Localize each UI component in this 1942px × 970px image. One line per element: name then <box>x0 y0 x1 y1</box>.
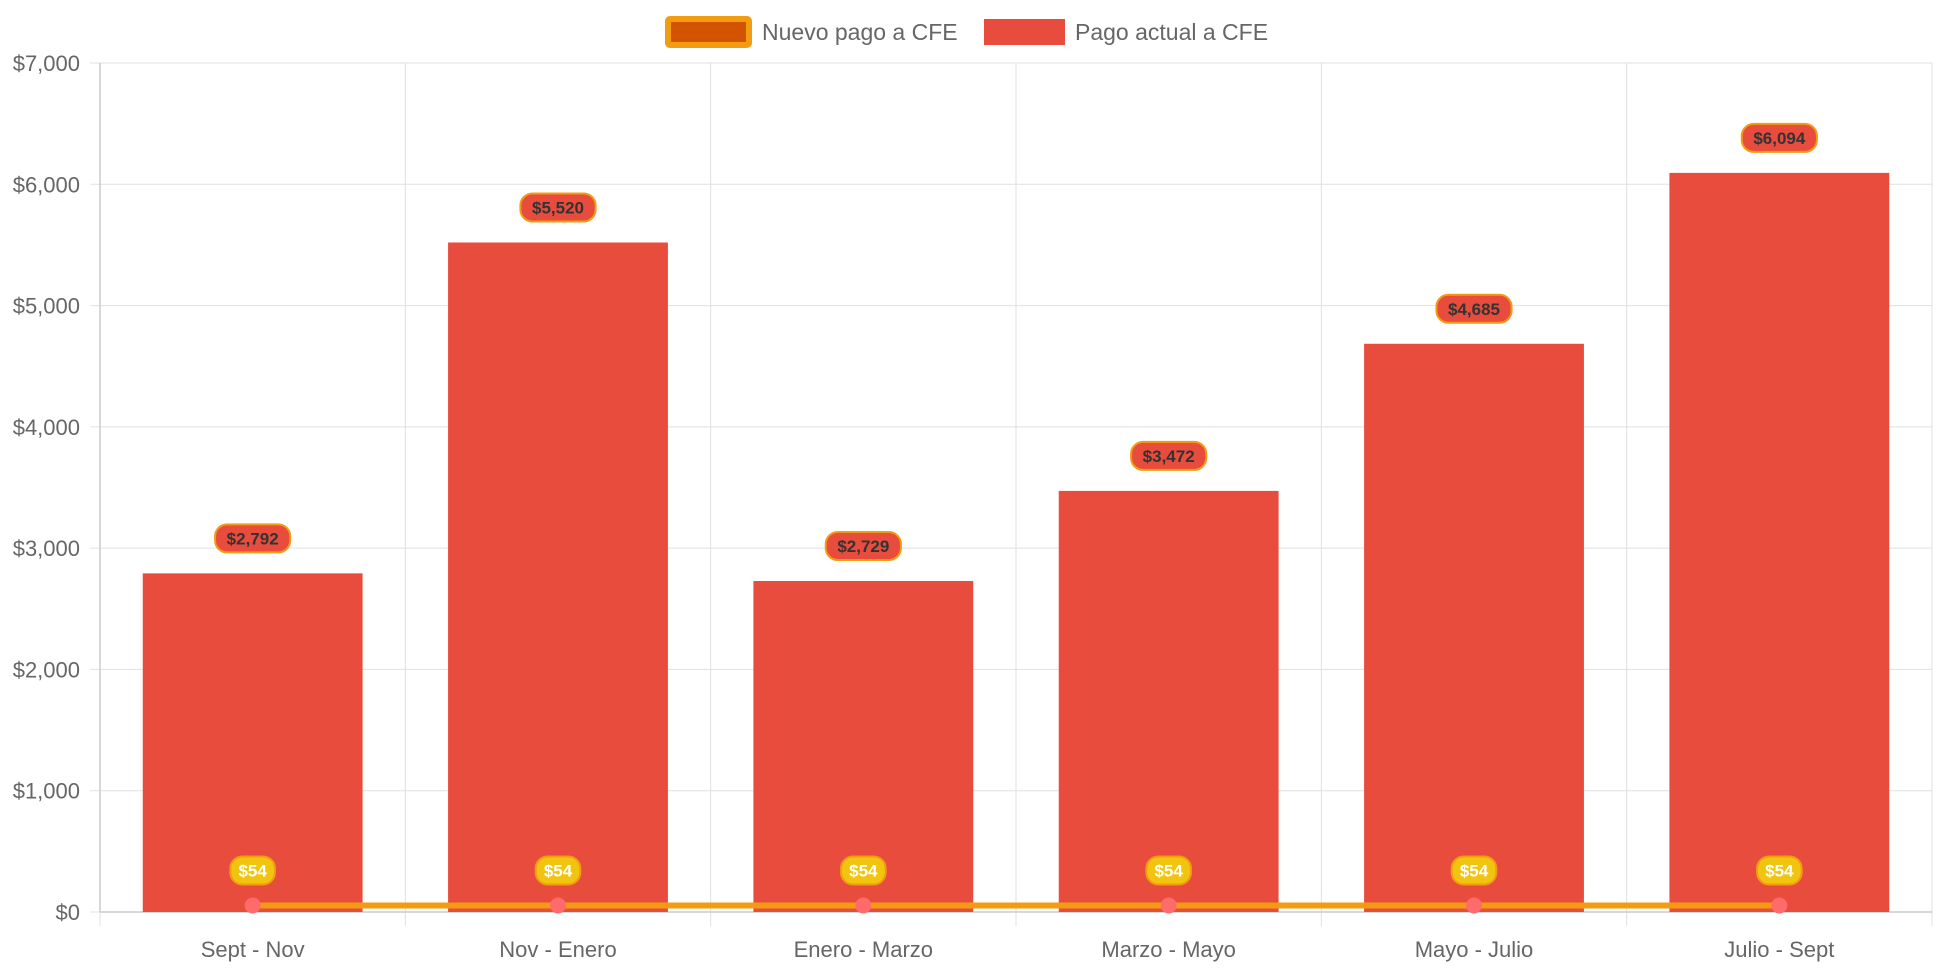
bar[interactable] <box>1364 343 1584 912</box>
bar[interactable] <box>1669 172 1890 912</box>
bar-data-label: $3,472 <box>1130 440 1208 471</box>
legend-swatch-nuevo[interactable] <box>665 16 752 48</box>
line-data-label: $54 <box>229 855 276 886</box>
line-data-label-text: $54 <box>1154 861 1183 880</box>
bar[interactable] <box>1058 490 1279 912</box>
line-data-label: $54 <box>840 855 887 886</box>
bar-data-label: $4,685 <box>1435 293 1513 324</box>
line-data-label: $54 <box>1145 855 1192 886</box>
line-data-label: $54 <box>534 855 582 886</box>
line-point[interactable] <box>244 897 261 914</box>
bar-series <box>142 172 1890 912</box>
bar-data-label: $2,729 <box>824 531 902 562</box>
bar-data-label: $2,792 <box>214 523 292 554</box>
y-tick-label: $5,000 <box>13 294 80 319</box>
y-tick-label: $2,000 <box>13 657 80 682</box>
line-data-label-box <box>1450 855 1498 886</box>
bar-data-label-box <box>519 192 597 223</box>
bar-data-label-box <box>824 531 902 562</box>
y-tick-label: $7,000 <box>13 51 80 76</box>
y-tick-label: $4,000 <box>13 415 80 440</box>
axes: $0 $1,000 $2,000 $3,000 $4,000 $5,000 $6,000 $7… <box>13 51 1932 962</box>
line-data-label-box <box>229 855 276 886</box>
line-point[interactable] <box>1466 897 1482 914</box>
legend[interactable]: Nuevo pago a CFE Pago actual a CFE <box>665 16 1268 48</box>
legend-swatch-actual[interactable] <box>984 19 1065 45</box>
bar-data-label-text: $2,729 <box>837 537 889 556</box>
x-tick-label: Enero - Marzo <box>794 937 933 962</box>
y-tick-label: $3,000 <box>13 536 80 561</box>
line-point[interactable] <box>855 897 872 914</box>
bar-data-label-text: $4,685 <box>1448 300 1500 319</box>
line-data-label-text: $54 <box>238 861 267 880</box>
legend-label-actual[interactable]: Pago actual a CFE <box>1075 19 1268 45</box>
bar-data-label: $6,094 <box>1740 122 1818 153</box>
bar-data-label: $5,520 <box>519 192 597 223</box>
bar-data-label-box <box>1435 293 1513 324</box>
x-tick-label: Marzo - Mayo <box>1101 937 1235 962</box>
line-data-label-box <box>1756 855 1803 886</box>
line-data-label-box <box>840 855 887 886</box>
x-tick-label: Mayo - Julio <box>1415 937 1534 962</box>
line-data-label-text: $54 <box>1460 861 1489 880</box>
bar-data-label-box <box>1130 440 1208 471</box>
data-labels: $2,792 $5,520 $2,729 $3,472 $4,685 $6,094 $54 $… <box>214 122 1818 886</box>
legend-label-nuevo[interactable]: Nuevo pago a CFE <box>762 19 958 45</box>
bar[interactable] <box>448 242 668 912</box>
y-tick-label: $6,000 <box>13 172 80 197</box>
bar-data-label-box <box>1740 122 1818 153</box>
line-data-label-box <box>1145 855 1192 886</box>
line-data-label-text: $54 <box>1765 861 1794 880</box>
line-point[interactable] <box>1160 897 1177 914</box>
y-tick-label: $0 <box>56 900 80 925</box>
bar-data-label-text: $6,094 <box>1753 129 1806 148</box>
bar-data-label-text: $3,472 <box>1143 447 1195 466</box>
line-data-label-text: $54 <box>544 861 573 880</box>
line-data-label: $54 <box>1756 855 1803 886</box>
line-series <box>244 897 1788 914</box>
bar-data-label-text: $5,520 <box>532 199 584 218</box>
line-data-label: $54 <box>1450 855 1498 886</box>
bar-data-label-box <box>214 523 292 554</box>
line-data-label-text: $54 <box>849 861 878 880</box>
x-tick-label: Julio - Sept <box>1724 937 1834 962</box>
grid-lines <box>90 62 1933 926</box>
bar-data-label-text: $2,792 <box>227 529 279 548</box>
x-tick-label: Sept - Nov <box>201 937 305 962</box>
line-point[interactable] <box>1771 897 1788 914</box>
x-tick-label: Nov - Enero <box>499 937 616 962</box>
line-data-label-box <box>534 855 582 886</box>
y-tick-label: $1,000 <box>13 779 80 804</box>
line-point[interactable] <box>550 897 566 914</box>
